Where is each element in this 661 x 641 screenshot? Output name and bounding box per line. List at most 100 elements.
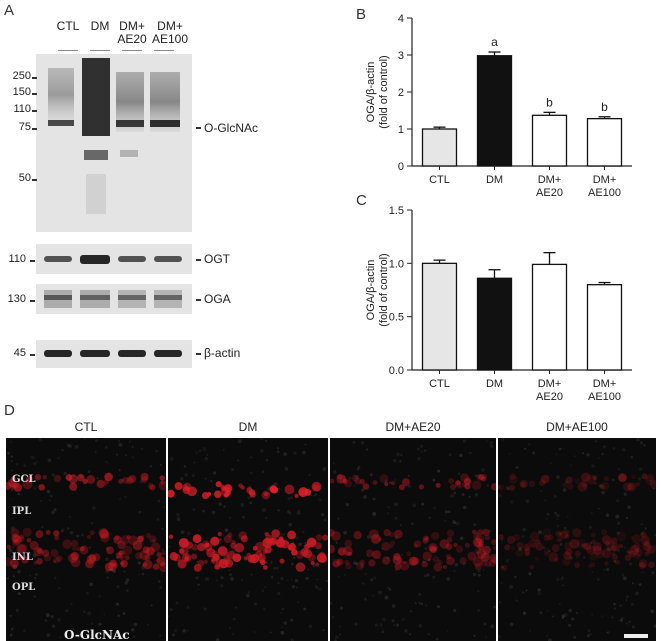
tissue-speckle xyxy=(141,566,145,570)
tissue-speckle xyxy=(361,559,364,561)
tissue-speckle xyxy=(195,451,198,454)
tissue-speckle xyxy=(394,535,399,540)
inl-cell xyxy=(33,560,38,565)
micrograph-dm-image xyxy=(168,438,328,641)
inl-cell xyxy=(359,559,365,566)
inl-cell xyxy=(332,560,340,568)
tissue-speckle xyxy=(50,615,54,619)
gcl-cell xyxy=(586,474,597,485)
tissue-speckle xyxy=(53,508,57,512)
tissue-speckle xyxy=(477,589,480,593)
marker-dash xyxy=(30,300,35,302)
inl-cell xyxy=(217,546,228,556)
x-tick-label: DM+ AE100 xyxy=(588,174,621,199)
tissue-speckle xyxy=(629,552,632,555)
inl-cell xyxy=(515,548,524,558)
inl-cell xyxy=(592,545,603,556)
o-glcnac-blot xyxy=(36,54,192,232)
tissue-speckle xyxy=(433,546,437,550)
tissue-speckle xyxy=(176,512,181,517)
inl-cell xyxy=(482,545,491,555)
tissue-speckle xyxy=(140,447,144,451)
tissue-speckle xyxy=(458,485,462,489)
gcl-cell xyxy=(372,480,378,486)
tissue-speckle xyxy=(74,444,79,449)
tissue-speckle xyxy=(399,460,402,463)
inl-cell xyxy=(79,546,85,552)
tissue-speckle xyxy=(180,476,184,481)
tissue-speckle xyxy=(10,469,13,472)
tissue-speckle xyxy=(186,605,190,609)
gcl-cell xyxy=(344,479,353,488)
inl-cell xyxy=(562,557,571,566)
y-tick-label: 1.5 xyxy=(389,205,404,217)
inl-cell xyxy=(54,535,60,541)
tissue-speckle xyxy=(454,563,459,567)
inl-cell xyxy=(212,553,220,561)
inl-cell xyxy=(152,563,160,570)
inl-cell xyxy=(70,551,80,561)
significance-label: a xyxy=(491,35,498,49)
inl-cell xyxy=(136,535,144,543)
tissue-speckle xyxy=(409,610,413,613)
tissue-speckle xyxy=(17,592,21,596)
y-tick-label: 2 xyxy=(398,87,404,99)
tissue-speckle xyxy=(145,473,148,476)
tissue-speckle xyxy=(562,584,564,587)
gcl-cell xyxy=(182,486,191,494)
tissue-speckle xyxy=(51,624,56,628)
tissue-speckle xyxy=(318,498,322,502)
bar xyxy=(421,128,458,167)
inl-cell xyxy=(529,531,540,542)
tissue-speckle xyxy=(414,602,417,605)
tissue-speckle xyxy=(115,602,119,606)
inl-cell xyxy=(429,545,436,552)
inl-cell xyxy=(230,542,237,549)
inl-cell xyxy=(330,528,335,537)
gcl-cell xyxy=(159,475,165,481)
tissue-speckle xyxy=(147,623,150,626)
tissue-speckle xyxy=(603,568,606,571)
tissue-speckle xyxy=(44,619,48,622)
tissue-speckle xyxy=(525,589,528,592)
gcl-cell xyxy=(509,484,516,491)
tissue-speckle xyxy=(625,622,629,625)
inl-cell xyxy=(291,548,298,556)
tissue-speckle xyxy=(124,495,127,499)
tissue-speckle xyxy=(290,496,294,499)
gcl-cell xyxy=(215,481,222,488)
tissue-speckle xyxy=(625,516,629,519)
inl-cell xyxy=(204,542,210,548)
tissue-speckle xyxy=(138,573,140,576)
tissue-speckle xyxy=(294,578,299,583)
tissue-speckle xyxy=(455,521,460,526)
tissue-speckle xyxy=(87,470,91,474)
inl-cell xyxy=(12,535,22,545)
gcl-cell xyxy=(7,478,17,488)
tissue-speckle xyxy=(501,538,504,540)
ogt-blot-image xyxy=(44,255,182,264)
micrograph-dm-ae20-image xyxy=(330,439,496,641)
tissue-speckle xyxy=(125,454,127,456)
inl-cell xyxy=(342,546,353,556)
tissue-speckle xyxy=(510,500,514,504)
inl-cell xyxy=(543,551,549,557)
tissue-speckle xyxy=(453,570,456,573)
inl-cell xyxy=(310,561,315,566)
inl-cell xyxy=(124,555,130,561)
tissue-speckle xyxy=(507,487,510,491)
tissue-speckle xyxy=(12,546,15,549)
tissue-speckle xyxy=(522,527,526,532)
gcl-cell xyxy=(398,484,405,491)
tissue-speckle xyxy=(394,478,397,481)
inl-cell xyxy=(115,552,122,559)
tissue-speckle xyxy=(40,525,44,529)
inl-cell xyxy=(397,558,403,564)
gcl-cell xyxy=(567,483,574,490)
gcl-cell xyxy=(455,480,461,486)
tissue-speckle xyxy=(378,590,382,595)
inl-cell xyxy=(410,560,416,566)
inl-cell xyxy=(445,543,453,551)
tissue-speckle xyxy=(620,617,624,621)
tissue-speckle xyxy=(87,611,92,616)
